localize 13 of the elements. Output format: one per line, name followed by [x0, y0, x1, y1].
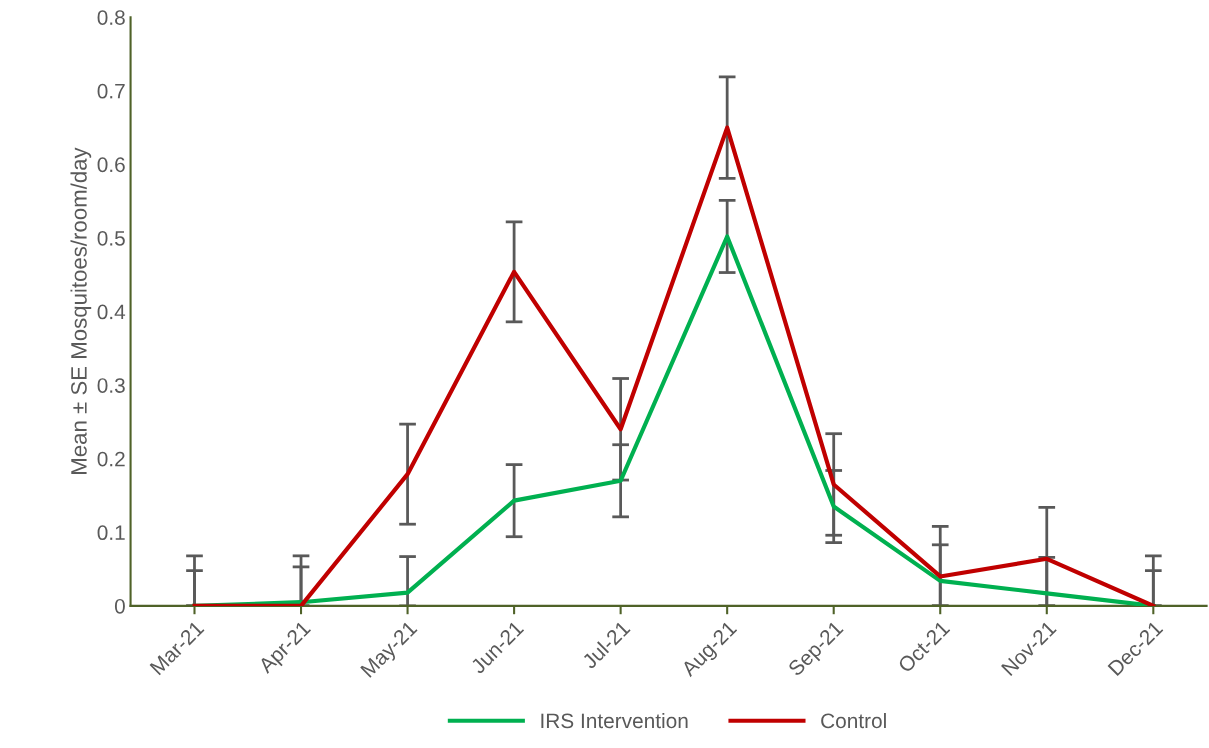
y-tick-label: 0.4 [97, 304, 126, 320]
y-tick-label: 0 [114, 598, 125, 614]
legend-label: IRS Intervention [541, 712, 688, 729]
y-tick-label: 0.1 [97, 525, 125, 541]
legend-label: Control [821, 712, 886, 729]
line-series [192, 125, 1156, 606]
y-tick-label: 0.3 [97, 378, 125, 393]
y-axis-title: Mean ± SE Mosquitoes/room/day [70, 147, 92, 474]
y-tick-label: 0.2 [97, 451, 125, 467]
y-tick-label: 0.8 [97, 10, 125, 25]
y-tick-label: 0.5 [97, 230, 125, 246]
y-tick-label: 0.7 [97, 83, 125, 99]
y-tick-label: 0.6 [97, 157, 125, 173]
